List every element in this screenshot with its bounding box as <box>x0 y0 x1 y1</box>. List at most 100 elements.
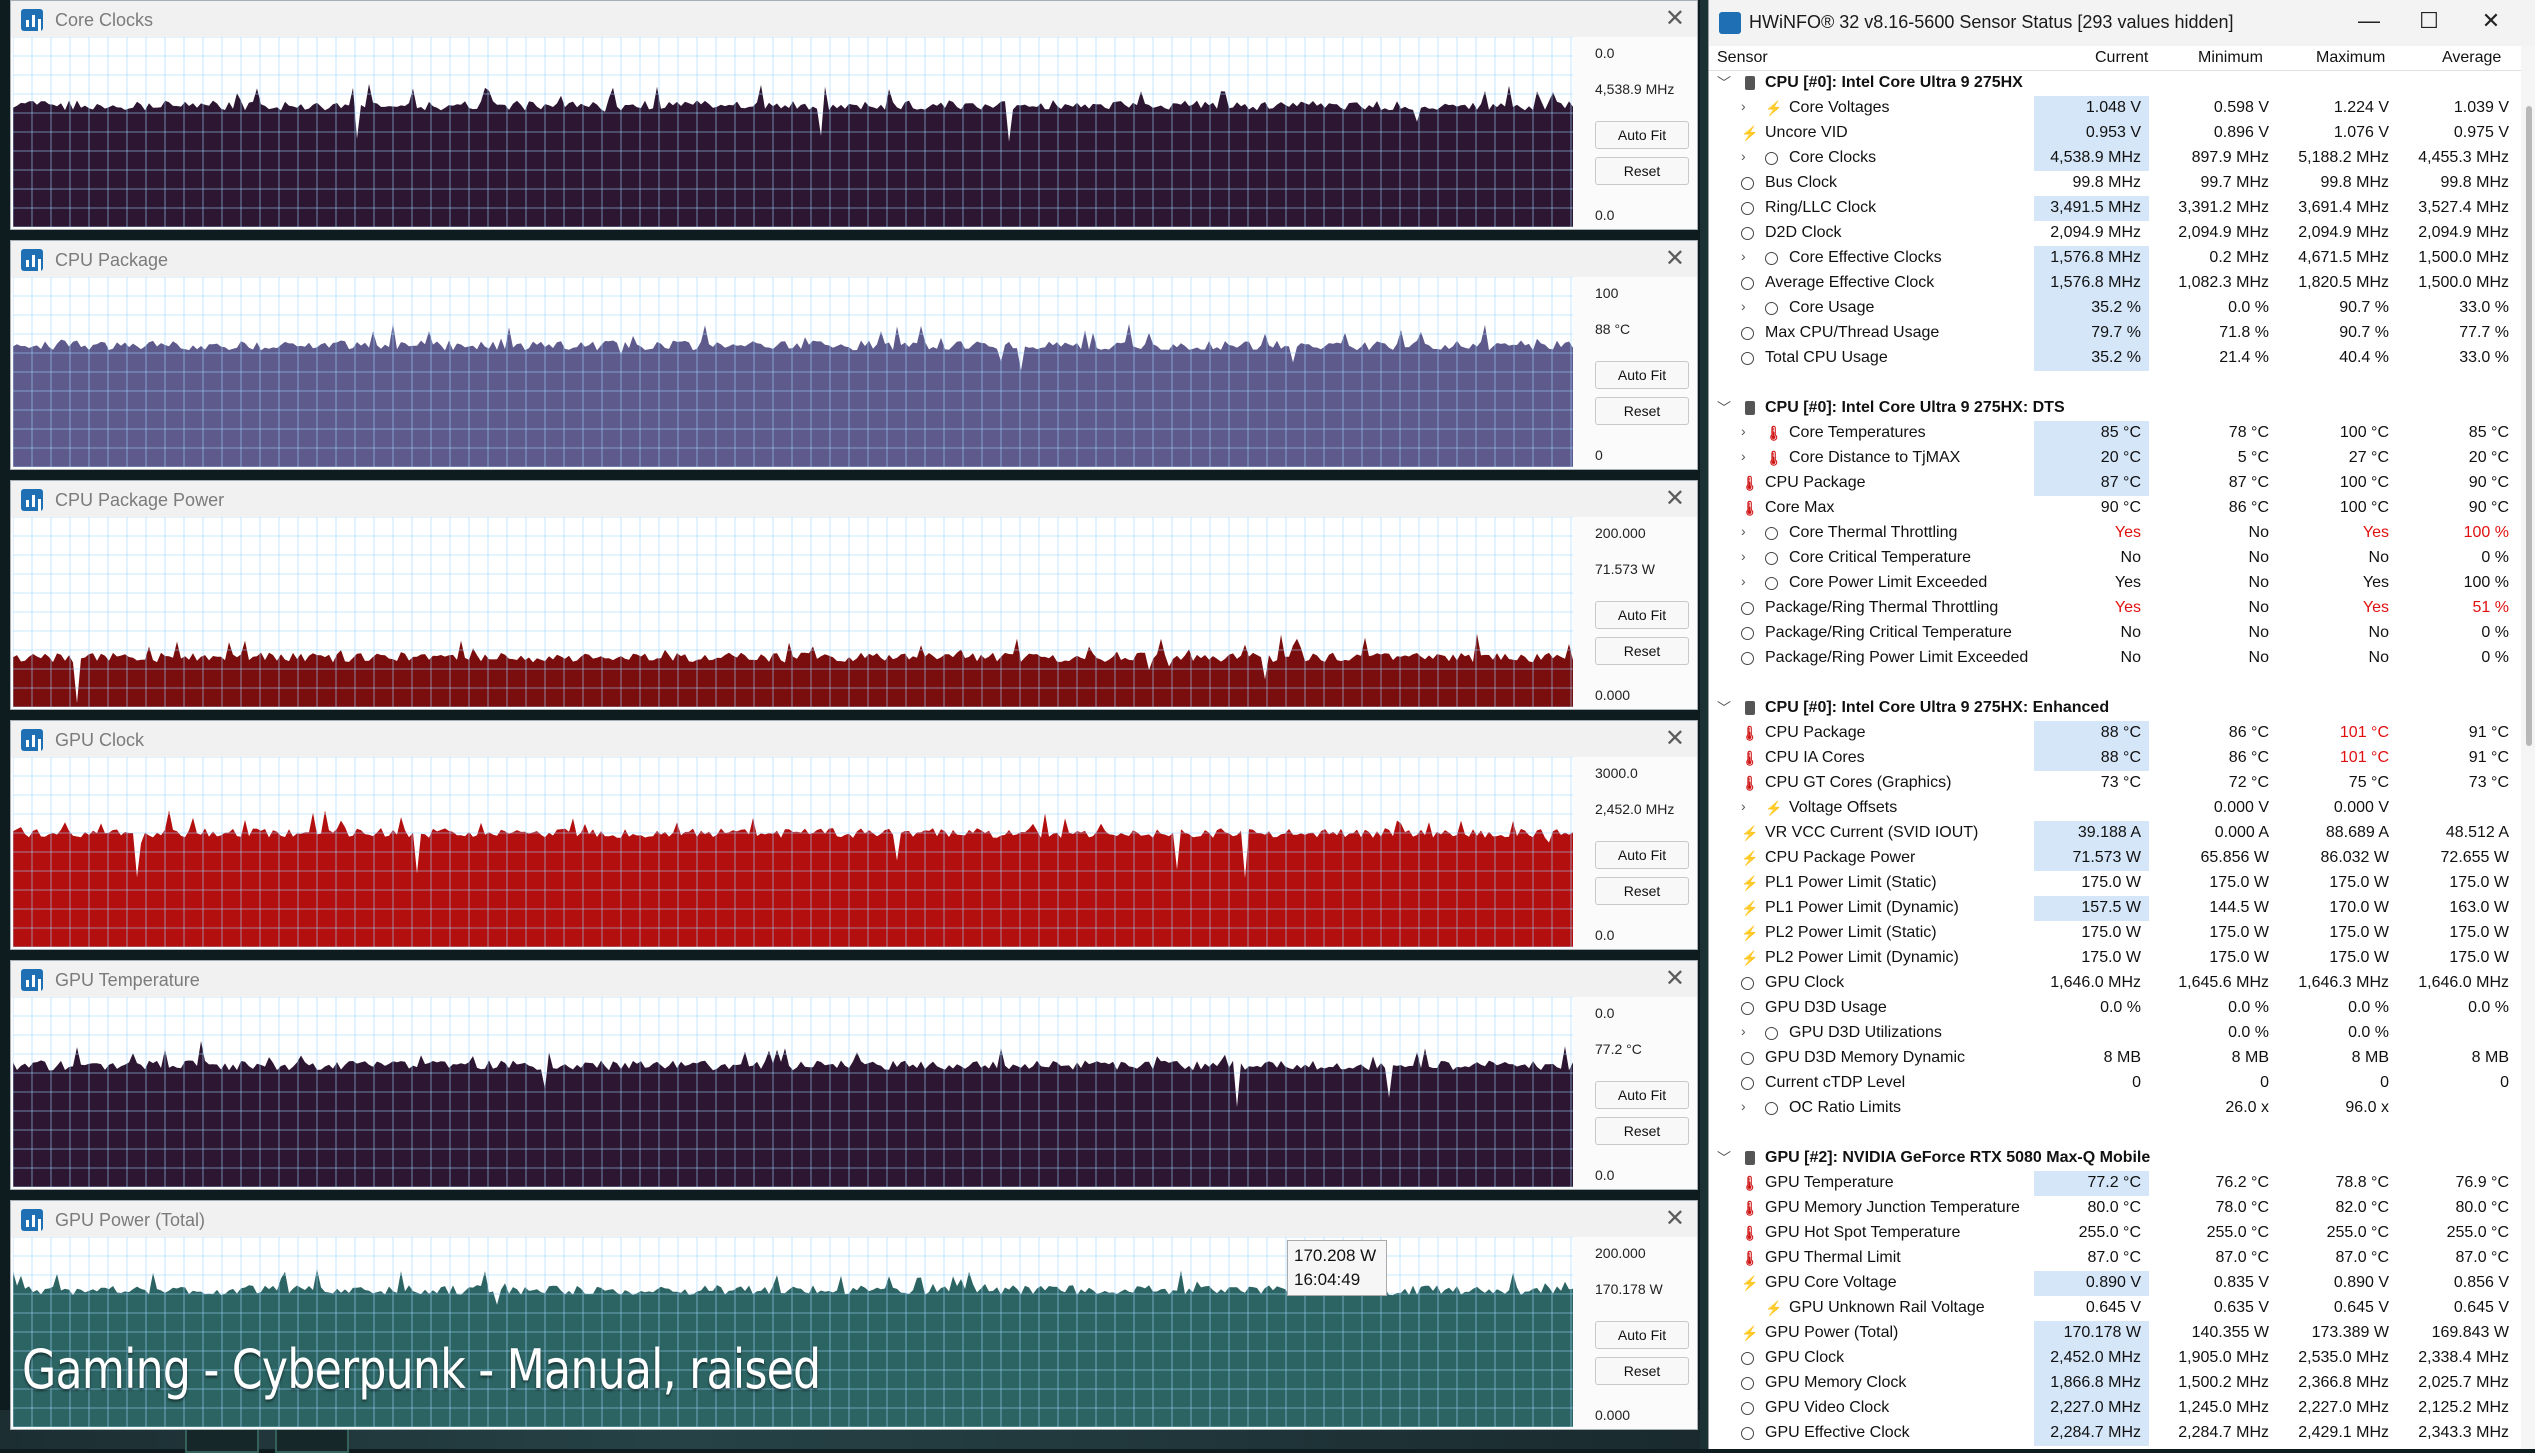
sensor-row[interactable]: › ⚡ Core Voltages 1.048 V 0.598 V 1.224 V 1.03… <box>1709 96 2535 121</box>
auto-fit-button[interactable]: Auto Fit <box>1595 1321 1689 1349</box>
sensor-row[interactable]: › Core Critical Temperature No No No 0 % <box>1709 546 2535 571</box>
reset-button[interactable]: Reset <box>1595 877 1689 905</box>
auto-fit-button[interactable]: Auto Fit <box>1595 841 1689 869</box>
chevron-down-icon[interactable]: ﹀ <box>1717 1150 1731 1166</box>
chevron-right-icon[interactable]: › <box>1741 448 1746 464</box>
sensor-row[interactable]: ⚡ Uncore VID 0.953 V 0.896 V 1.076 V 0.975 V <box>1709 121 2535 146</box>
sensor-row[interactable]: Package/Ring Thermal Throttling Yes No Yes 5… <box>1709 596 2535 621</box>
vertical-scrollbar[interactable] <box>2521 46 2535 1449</box>
col-maximum[interactable]: Maximum <box>2316 49 2386 66</box>
sensor-row[interactable]: Bus Clock 99.8 MHz 99.7 MHz 99.8 MHz 99.8 MH… <box>1709 171 2535 196</box>
sensor-row[interactable]: Max CPU/Thread Usage 79.7 % 71.8 % 90.7 % 77… <box>1709 321 2535 346</box>
sensor-group-header[interactable]: ﹀ CPU [#0]: Intel Core Ultra 9 275HX: DTS <box>1709 396 2535 421</box>
graph-titlebar[interactable]: GPU Temperature ✕ <box>11 961 1697 997</box>
sensor-row[interactable]: ⚡ GPU Unknown Rail Voltage 0.645 V 0.635 V 0… <box>1709 1296 2535 1321</box>
graph-close-button[interactable]: ✕ <box>1664 725 1685 752</box>
chevron-right-icon[interactable]: › <box>1741 148 1746 164</box>
sensor-row[interactable]: 🌡 CPU Package 88 °C 86 °C 101 °C 91 °C <box>1709 721 2535 746</box>
sensor-row[interactable]: ⚡ PL2 Power Limit (Static) 175.0 W 175.0 W 1… <box>1709 921 2535 946</box>
graph-titlebar[interactable]: Core Clocks ✕ <box>11 1 1697 37</box>
sensor-row[interactable]: › Core Effective Clocks 1,576.8 MHz 0.2 MHz… <box>1709 246 2535 271</box>
sensor-row[interactable]: 🌡 Core Max 90 °C 86 °C 100 °C 90 °C <box>1709 496 2535 521</box>
chevron-right-icon[interactable]: › <box>1741 1023 1746 1039</box>
sensor-row[interactable]: 🌡 CPU IA Cores 88 °C 86 °C 101 °C 91 °C <box>1709 746 2535 771</box>
chevron-right-icon[interactable]: › <box>1741 298 1746 314</box>
sensor-row[interactable]: Average Effective Clock 1,576.8 MHz 1,082.… <box>1709 271 2535 296</box>
graph-close-button[interactable]: ✕ <box>1664 485 1685 512</box>
chevron-right-icon[interactable]: › <box>1741 573 1746 589</box>
reset-button[interactable]: Reset <box>1595 397 1689 425</box>
reset-button[interactable]: Reset <box>1595 1357 1689 1385</box>
sensor-row[interactable]: GPU Video Clock 2,227.0 MHz 1,245.0 MHz 2,2… <box>1709 1396 2535 1421</box>
sensor-row[interactable]: GPU Clock 1,646.0 MHz 1,645.6 MHz 1,646.3 M… <box>1709 971 2535 996</box>
sensor-row[interactable]: 🌡 GPU Hot Spot Temperature 255.0 °C 255.0 °… <box>1709 1221 2535 1246</box>
chevron-down-icon[interactable]: ﹀ <box>1717 400 1731 416</box>
sensor-group-header[interactable]: ﹀ CPU [#0]: Intel Core Ultra 9 275HX: Enh… <box>1709 696 2535 721</box>
sensor-row[interactable]: Total CPU Usage 35.2 % 21.4 % 40.4 % 33.0 % <box>1709 346 2535 371</box>
sensor-row[interactable]: ⚡ PL1 Power Limit (Static) 175.0 W 175.0 W 1… <box>1709 871 2535 896</box>
chevron-right-icon[interactable]: › <box>1741 798 1746 814</box>
sensor-row[interactable]: 🌡 GPU Memory Junction Temperature 80.0 °C 7… <box>1709 1196 2535 1221</box>
sensor-row[interactable]: › Core Usage 35.2 % 0.0 % 90.7 % 33.0 % <box>1709 296 2535 321</box>
chevron-right-icon[interactable]: › <box>1741 1098 1746 1114</box>
sensor-row[interactable]: › Core Thermal Throttling Yes No Yes 100 % <box>1709 521 2535 546</box>
sensor-row[interactable]: Package/Ring Power Limit Exceeded No No No 0… <box>1709 646 2535 671</box>
graph-titlebar[interactable]: GPU Clock ✕ <box>11 721 1697 757</box>
sensor-row[interactable]: 🌡 CPU Package 87 °C 87 °C 100 °C 90 °C <box>1709 471 2535 496</box>
auto-fit-button[interactable]: Auto Fit <box>1595 1081 1689 1109</box>
chevron-down-icon[interactable]: ﹀ <box>1717 75 1731 91</box>
col-average[interactable]: Average <box>2442 49 2502 66</box>
sensor-row[interactable]: GPU D3D Memory Dynamic 8 MB 8 MB 8 MB 8 MB <box>1709 1046 2535 1071</box>
reset-button[interactable]: Reset <box>1595 637 1689 665</box>
sensor-row[interactable]: › Core Power Limit Exceeded Yes No Yes 100 % <box>1709 571 2535 596</box>
graph-titlebar[interactable]: CPU Package ✕ <box>11 241 1697 277</box>
sensor-row[interactable]: ⚡ PL2 Power Limit (Dynamic) 175.0 W 175.0 W… <box>1709 946 2535 971</box>
sensor-group-header[interactable]: ﹀ CPU [#0]: Intel Core Ultra 9 275HX <box>1709 71 2535 96</box>
sensor-row[interactable]: 🌡 GPU Temperature 77.2 °C 76.2 °C 78.8 °C 76.… <box>1709 1171 2535 1196</box>
sensor-row[interactable]: › ⚡ Voltage Offsets 0.000 V 0.000 V <box>1709 796 2535 821</box>
sensor-row[interactable]: GPU Memory Clock 1,866.8 MHz 1,500.2 MHz 2,… <box>1709 1371 2535 1396</box>
sensor-row[interactable]: ⚡ GPU Power (Total) 170.178 W 140.355 W 173.… <box>1709 1321 2535 1346</box>
graph-close-button[interactable]: ✕ <box>1664 5 1685 32</box>
sensor-row[interactable]: Package/Ring Critical Temperature No No No 0… <box>1709 621 2535 646</box>
sensor-group-header[interactable]: ﹀ GPU [#2]: NVIDIA GeForce RTX 5080 Max-Q… <box>1709 1146 2535 1171</box>
sensor-row[interactable]: › OC Ratio Limits 26.0 x 96.0 x <box>1709 1096 2535 1121</box>
sensor-row[interactable]: 🌡 GPU Thermal Limit 87.0 °C 87.0 °C 87.0 °C 8… <box>1709 1246 2535 1271</box>
sensor-row[interactable]: › 🌡 Core Temperatures 85 °C 78 °C 100 °C 85 °C <box>1709 421 2535 446</box>
sensor-row[interactable]: D2D Clock 2,094.9 MHz 2,094.9 MHz 2,094.9 M… <box>1709 221 2535 246</box>
sensor-row[interactable]: › GPU D3D Utilizations 0.0 % 0.0 % <box>1709 1021 2535 1046</box>
sensor-row[interactable]: Ring/LLC Clock 3,491.5 MHz 3,391.2 MHz 3,69… <box>1709 196 2535 221</box>
graph-titlebar[interactable]: GPU Power (Total) ✕ <box>11 1201 1697 1237</box>
chevron-right-icon[interactable]: › <box>1741 548 1746 564</box>
sensor-titlebar[interactable]: HWiNFO® 32 v8.16-5600 Sensor Status [293… <box>1709 0 2535 46</box>
sensor-row[interactable]: ⚡ CPU Package Power 71.573 W 65.856 W 86.032… <box>1709 846 2535 871</box>
chevron-right-icon[interactable]: › <box>1741 423 1746 439</box>
sensor-row[interactable]: › 🌡 Core Distance to TjMAX 20 °C 5 °C 27 °C 20… <box>1709 446 2535 471</box>
graph-close-button[interactable]: ✕ <box>1664 245 1685 272</box>
reset-button[interactable]: Reset <box>1595 1117 1689 1145</box>
graph-close-button[interactable]: ✕ <box>1664 965 1685 992</box>
auto-fit-button[interactable]: Auto Fit <box>1595 361 1689 389</box>
sensor-row[interactable]: 🌡 CPU GT Cores (Graphics) 73 °C 72 °C 75 °C 7… <box>1709 771 2535 796</box>
minimize-button[interactable]: — <box>2358 8 2380 33</box>
sensor-row[interactable]: › Core Clocks 4,538.9 MHz 897.9 MHz 5,188.2 … <box>1709 146 2535 171</box>
sensor-row[interactable]: GPU D3D Usage 0.0 % 0.0 % 0.0 % 0.0 % <box>1709 996 2535 1021</box>
sensor-row[interactable]: GPU Clock 2,452.0 MHz 1,905.0 MHz 2,535.0 M… <box>1709 1346 2535 1371</box>
chevron-right-icon[interactable]: › <box>1741 523 1746 539</box>
col-sensor[interactable]: Sensor <box>1717 49 1768 66</box>
auto-fit-button[interactable]: Auto Fit <box>1595 121 1689 149</box>
col-minimum[interactable]: Minimum <box>2198 49 2263 66</box>
sensor-row[interactable]: Current cTDP Level 0 0 0 0 <box>1709 1071 2535 1096</box>
chevron-right-icon[interactable]: › <box>1741 248 1746 264</box>
maximize-button[interactable]: ☐ <box>2419 8 2439 33</box>
scrollbar-thumb[interactable] <box>2526 106 2532 746</box>
sensor-row[interactable]: GPU Effective Clock 2,284.7 MHz 2,284.7 MH… <box>1709 1421 2535 1446</box>
chevron-down-icon[interactable]: ﹀ <box>1717 700 1731 716</box>
col-current[interactable]: Current <box>2095 49 2149 66</box>
auto-fit-button[interactable]: Auto Fit <box>1595 601 1689 629</box>
graph-close-button[interactable]: ✕ <box>1664 1205 1685 1232</box>
close-button[interactable]: ✕ <box>2481 8 2501 33</box>
chevron-right-icon[interactable]: › <box>1741 98 1746 114</box>
sensor-row[interactable]: ⚡ VR VCC Current (SVID IOUT) 39.188 A 0.000… <box>1709 821 2535 846</box>
sensor-row[interactable]: ⚡ GPU Core Voltage 0.890 V 0.835 V 0.890 V 0.… <box>1709 1271 2535 1296</box>
